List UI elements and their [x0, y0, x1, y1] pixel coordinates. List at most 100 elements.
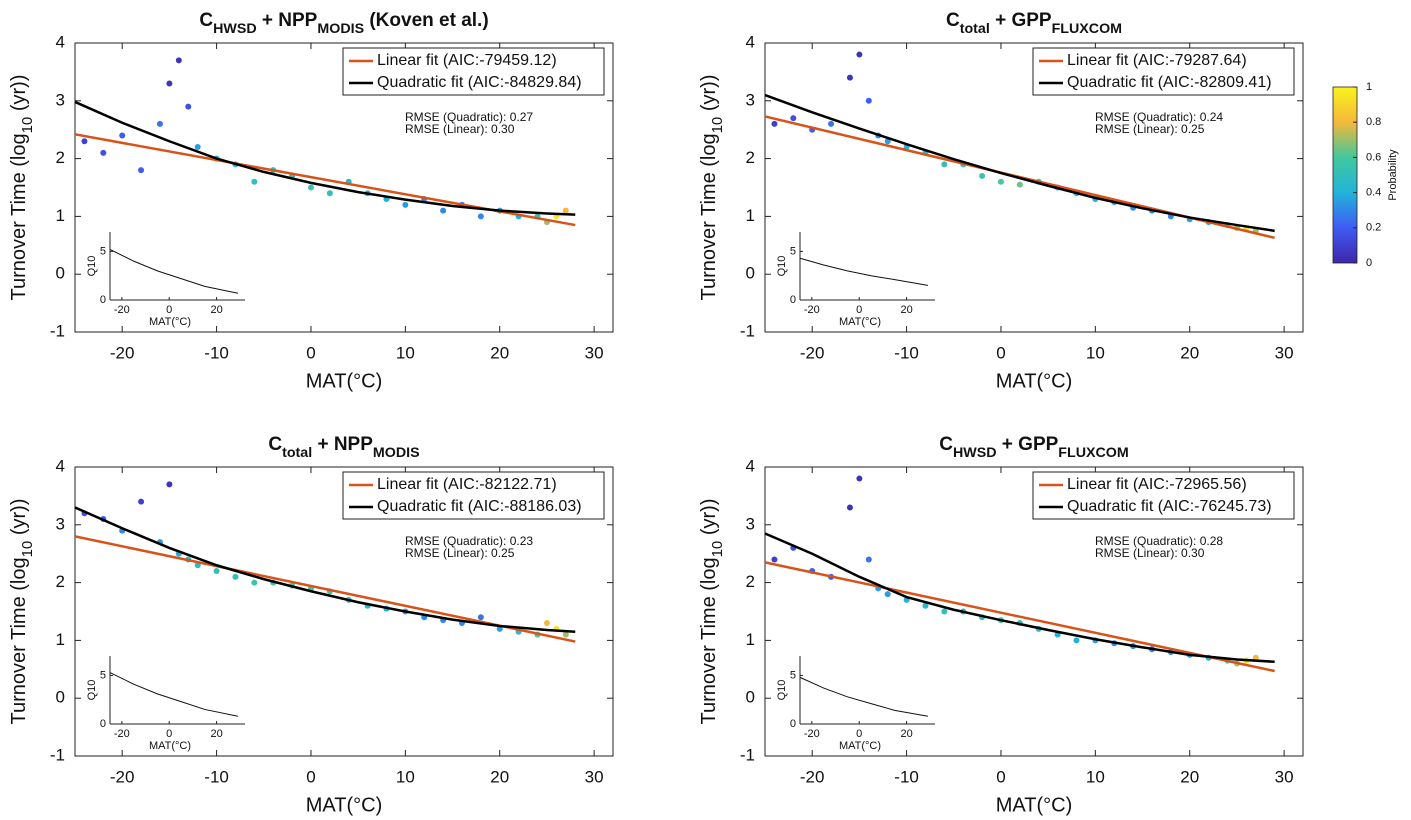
- data-point: [884, 591, 891, 598]
- data-point: [562, 631, 569, 638]
- fit-line: [74, 506, 576, 633]
- x-tick-label: 0: [306, 343, 315, 362]
- y-tick-label: -1: [740, 321, 755, 340]
- annotation: RMSE (Linear): 0.25: [405, 546, 515, 560]
- x-tick-label: 0: [996, 343, 1005, 362]
- x-tick-label: 20: [490, 767, 509, 786]
- chart-title-part: + NPP: [257, 10, 318, 31]
- chart-title: CHWSD + GPPFLUXCOM: [939, 434, 1129, 461]
- inset-x-tick-label: 0: [856, 728, 862, 740]
- y-tick-label: 4: [56, 456, 65, 475]
- x-axis-label: MAT(°C): [996, 370, 1073, 392]
- data-point: [477, 213, 484, 220]
- chart-title-part: HWSD: [953, 445, 997, 461]
- inset-x-tick-label: -20: [804, 304, 820, 316]
- colorbar-tick-label: 0.2: [1366, 222, 1381, 234]
- y-tick-label: -1: [740, 745, 755, 764]
- inset-y-tick-label: 0: [790, 718, 796, 730]
- colorbar-tick-label: 0.8: [1366, 116, 1381, 128]
- legend-box: [1032, 47, 1295, 96]
- y-tick-label: 2: [56, 148, 65, 167]
- inset-x-tick-label: 20: [210, 304, 222, 316]
- chart-title-part: HWSD: [213, 21, 257, 37]
- data-point: [477, 614, 484, 621]
- y-tick-label: 1: [746, 206, 755, 225]
- data-point: [922, 602, 929, 609]
- data-point: [194, 562, 201, 569]
- y-tick-label: 1: [746, 630, 755, 649]
- y-axis-label-part: 10: [19, 117, 36, 134]
- data-point: [771, 120, 778, 127]
- chart-title-part: total: [282, 445, 312, 461]
- x-tick-label: 20: [490, 343, 509, 362]
- x-tick-label: 20: [1180, 767, 1199, 786]
- chart-title-part: total: [960, 21, 990, 37]
- inset-y-tick-label: 5: [790, 669, 796, 681]
- inset-x-tick-label: 20: [900, 304, 912, 316]
- data-point: [166, 481, 173, 488]
- colorbar-tick-label: 0.4: [1366, 187, 1381, 199]
- x-tick-label: 10: [396, 343, 415, 362]
- legend-label: Quadratic fit (AIC:-82809.41): [1067, 74, 1272, 91]
- legend-label: Linear fit (AIC:-79459.12): [377, 52, 557, 69]
- colorbar-tick-label: 1: [1366, 81, 1372, 93]
- y-tick-label: 3: [746, 90, 755, 109]
- y-tick-label: 3: [56, 514, 65, 533]
- data-point: [771, 556, 778, 563]
- fit-line: [764, 93, 1275, 233]
- chart-title-part: FLUXCOM: [1058, 445, 1128, 461]
- data-point: [997, 178, 1004, 185]
- data-point: [846, 504, 853, 511]
- y-axis-label-part: Turnover Time (log: [8, 133, 30, 300]
- data-point: [884, 138, 891, 145]
- chart-title-part: MODIS: [317, 21, 364, 37]
- data-point: [1016, 181, 1023, 188]
- inset-x-tick-label: -20: [114, 728, 130, 740]
- x-tick-label: 30: [1275, 343, 1294, 362]
- inset-x-tick-label: -20: [114, 304, 130, 316]
- x-tick-label: 30: [585, 343, 604, 362]
- inset-y-tick-label: 5: [100, 245, 106, 257]
- y-tick-label: 4: [56, 32, 65, 51]
- y-tick-label: 0: [746, 264, 755, 283]
- y-tick-label: 2: [746, 148, 755, 167]
- data-point: [543, 620, 550, 627]
- inset-y-tick-label: 0: [100, 718, 106, 730]
- legend-label: Linear fit (AIC:-79287.64): [1067, 52, 1247, 69]
- fit-line: [764, 532, 1275, 664]
- legend-label: Quadratic fit (AIC:-88186.03): [377, 498, 582, 515]
- legend-label: Quadratic fit (AIC:-84829.84): [377, 74, 582, 91]
- inset-y-tick-label: 0: [790, 294, 796, 306]
- data-point: [138, 498, 145, 505]
- legend-label: Linear fit (AIC:-72965.56): [1067, 476, 1247, 493]
- data-point: [856, 475, 863, 482]
- y-axis-label-part: 10: [709, 117, 726, 134]
- inset-y-label: Q10: [86, 256, 98, 277]
- y-tick-label: 0: [56, 264, 65, 283]
- inset-y-tick-label: 5: [100, 669, 106, 681]
- x-axis-label: MAT(°C): [306, 370, 383, 392]
- colorbar: [1332, 86, 1358, 264]
- inset-x-tick-label: -20: [804, 728, 820, 740]
- chart-title: Ctotal + GPPFLUXCOM: [946, 10, 1122, 37]
- x-tick-label: 10: [1086, 343, 1105, 362]
- chart-title-part: MODIS: [373, 445, 420, 461]
- data-point: [562, 207, 569, 214]
- y-axis-label: Turnover Time (log10 (yr)): [698, 499, 726, 725]
- chart-title-part: C: [946, 10, 960, 31]
- annotation: RMSE (Quadratic): 0.24: [1095, 110, 1223, 124]
- x-tick-label: -10: [204, 767, 229, 786]
- y-tick-label: 1: [56, 206, 65, 225]
- chart-title-part: + GPP: [990, 10, 1052, 31]
- y-tick-label: 3: [746, 514, 755, 533]
- y-tick-label: -1: [50, 321, 65, 340]
- data-point: [865, 97, 872, 104]
- inset-y-tick-label: 5: [790, 245, 796, 257]
- annotation: RMSE (Linear): 0.25: [1095, 122, 1205, 136]
- data-point: [81, 138, 88, 145]
- legend-label: Quadratic fit (AIC:-76245.73): [1067, 498, 1272, 515]
- legend-box: [342, 47, 605, 96]
- inset-line: [799, 257, 928, 286]
- data-point: [496, 625, 503, 632]
- legend-label: Linear fit (AIC:-82122.71): [377, 476, 557, 493]
